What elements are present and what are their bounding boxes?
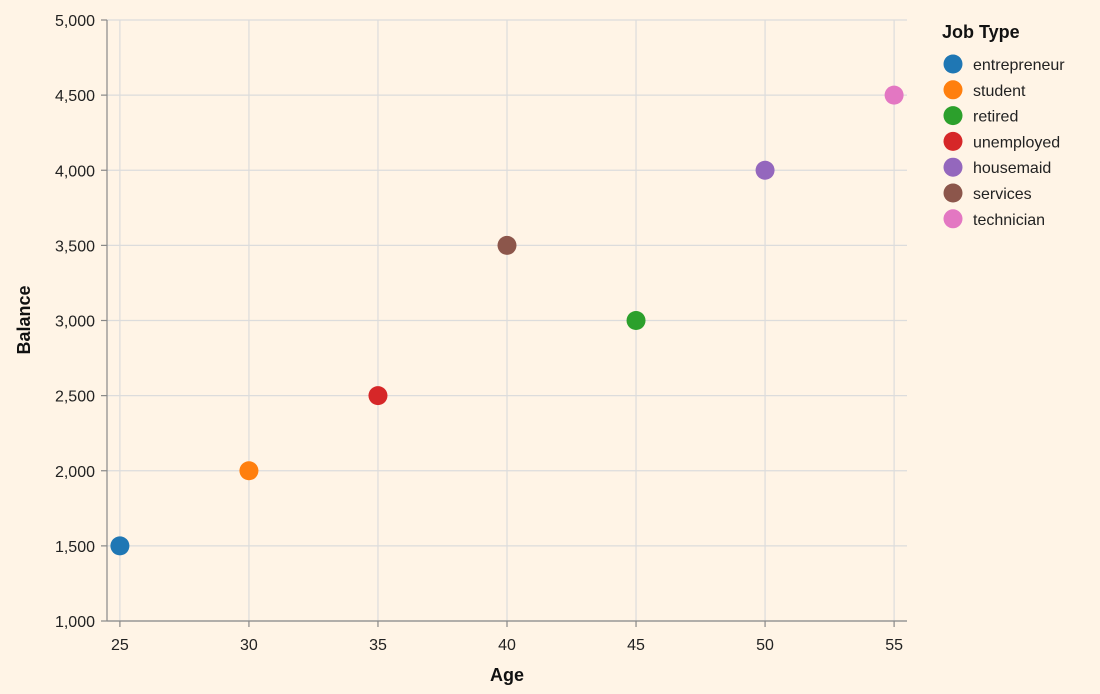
x-tick-label: 30 — [240, 637, 258, 654]
data-point-housemaid — [755, 160, 775, 180]
y-tick-label: 3,000 — [55, 314, 95, 331]
x-axis-title: Age — [490, 665, 524, 685]
y-tick-label: 2,500 — [55, 389, 95, 406]
y-tick-label: 1,000 — [55, 614, 95, 631]
x-tick-label: 40 — [498, 637, 516, 654]
legend-label-housemaid: housemaid — [973, 160, 1051, 177]
legend-label-unemployed: unemployed — [973, 134, 1060, 151]
legend: Job Type entrepreneur student retired unemp… — [942, 22, 1065, 229]
y-tick-label: 1,500 — [55, 539, 95, 556]
legend-swatch-services — [943, 183, 963, 203]
legend-label-student: student — [973, 83, 1026, 100]
y-tick-label: 3,500 — [55, 238, 95, 255]
y-tick-label: 4,000 — [55, 163, 95, 180]
y-tick-label: 4,500 — [55, 88, 95, 105]
y-tick-label: 5,000 — [55, 13, 95, 30]
data-points — [110, 85, 904, 556]
data-point-technician — [884, 85, 904, 105]
x-tick-label: 50 — [756, 637, 774, 654]
legend-label-technician: technician — [973, 212, 1045, 229]
legend-swatch-entrepreneur — [943, 54, 963, 74]
x-tick-label: 35 — [369, 637, 387, 654]
legend-label-retired: retired — [973, 109, 1018, 126]
axes: 1,000 1,500 2,000 2,500 3,000 3,500 4,000 4,500… — [55, 13, 907, 654]
legend-label-entrepreneur: entrepreneur — [973, 57, 1065, 74]
x-tick-label: 55 — [885, 637, 903, 654]
data-point-retired — [626, 311, 646, 330]
y-tick-label: 2,000 — [55, 464, 95, 481]
legend-label-services: services — [973, 186, 1032, 203]
data-point-entrepreneur — [110, 536, 130, 556]
legend-swatch-student — [943, 80, 963, 100]
legend-swatch-housemaid — [943, 157, 963, 177]
x-tick-label: 45 — [627, 637, 645, 654]
legend-title: Job Type — [942, 22, 1020, 42]
data-point-services — [497, 235, 517, 255]
legend-swatch-unemployed — [943, 131, 963, 151]
legend-swatch-retired — [943, 106, 963, 126]
grid — [107, 19, 907, 622]
y-axis-title: Balance — [14, 285, 34, 354]
x-tick-label: 25 — [111, 637, 129, 654]
data-point-student — [239, 461, 259, 481]
legend-swatch-technician — [943, 209, 963, 229]
data-point-unemployed — [368, 386, 388, 406]
